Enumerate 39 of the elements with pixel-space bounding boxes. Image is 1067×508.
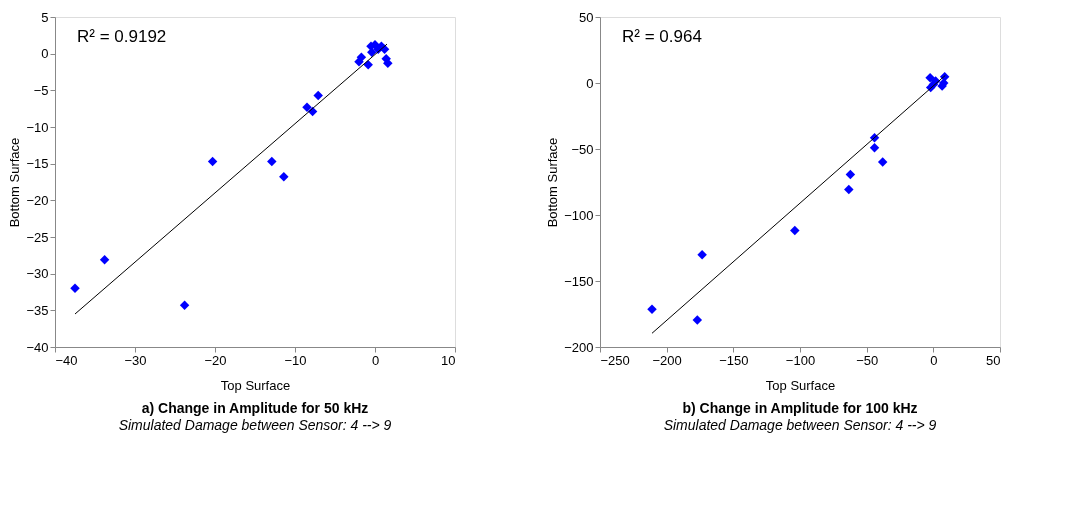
- text: a) Change in Amplitude for 50 kHz: [141, 400, 369, 416]
- y-tick-label: −20: [26, 192, 49, 208]
- y-tick-label: 50: [579, 9, 594, 25]
- y-tick-label: −40: [26, 339, 49, 355]
- y-tick-label: −200: [564, 339, 594, 355]
- x-tick-label: −10: [284, 352, 307, 368]
- annotation: R² = 0.9192: [77, 27, 167, 46]
- y-tick-label: −50: [571, 141, 594, 157]
- x-tick-label: −100: [785, 352, 816, 368]
- text: Simulated Damage between Sensor: 4 --> 9: [663, 417, 937, 433]
- y-tick-label: 0: [41, 46, 49, 62]
- x-tick-label: 0: [930, 352, 938, 368]
- x-tick-label: −30: [124, 352, 147, 368]
- y-tick-label: −100: [564, 207, 594, 223]
- y-tick-label: −30: [26, 266, 49, 282]
- y-tick-label: −10: [26, 119, 49, 135]
- x-tick-label: −250: [600, 352, 630, 368]
- y-axis-title: Bottom Surface: [545, 137, 561, 228]
- y-tick-label: −5: [33, 82, 49, 98]
- x-axis-title: Top Surface: [765, 377, 836, 393]
- x-tick-label: −40: [55, 352, 78, 368]
- y-tick-label: −150: [564, 273, 594, 289]
- y-tick-label: −25: [26, 229, 49, 245]
- x-tick-label: 10: [441, 352, 456, 368]
- x-tick-label: −50: [856, 352, 879, 368]
- x-tick-label: −200: [652, 352, 682, 368]
- x-axis-title: Top Surface: [220, 377, 291, 393]
- x-tick-label: 50: [986, 352, 1001, 368]
- x-tick-label: −20: [204, 352, 227, 368]
- x-tick-label: 0: [371, 352, 380, 368]
- y-axis-title: Bottom Surface: [7, 137, 23, 228]
- y-tick-label: 0: [586, 75, 594, 91]
- x-tick-label: −150: [719, 352, 749, 368]
- y-tick-label: −15: [26, 156, 49, 172]
- y-tick-label: −35: [26, 302, 49, 318]
- y-tick-label: 5: [41, 9, 49, 25]
- annotation: R² = 0.964: [622, 27, 702, 46]
- text: b) Change in Amplitude for 100 kHz: [682, 400, 918, 416]
- text: Simulated Damage between Sensor: 4 --> 9: [118, 417, 392, 433]
